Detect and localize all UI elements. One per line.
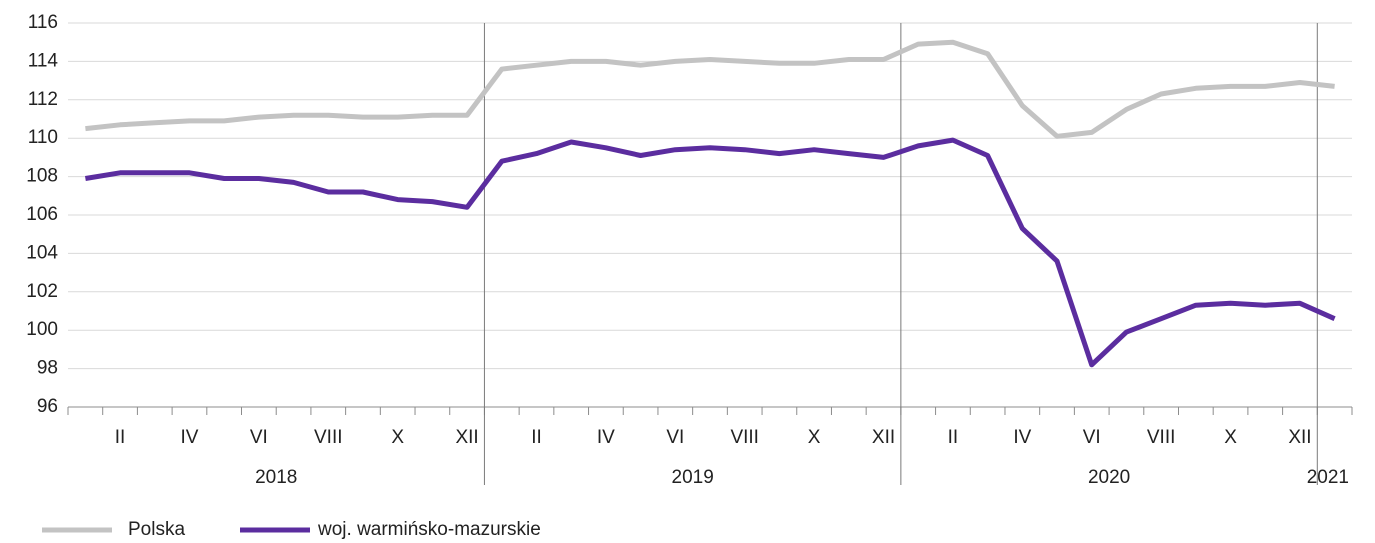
x-tick-label: VIII	[1147, 427, 1176, 448]
x-tick-label: XII	[1288, 427, 1311, 448]
year-label: 2019	[672, 467, 714, 488]
y-tick-label: 108	[26, 166, 58, 187]
x-tick-label: IV	[180, 427, 198, 448]
y-tick-label: 100	[26, 319, 58, 340]
y-tick-label: 98	[37, 358, 58, 379]
x-tick-label: II	[115, 427, 126, 448]
x-tick-label: IV	[1013, 427, 1031, 448]
legend-label: Polska	[128, 519, 185, 540]
x-tick-label: II	[531, 427, 542, 448]
x-tick-label: VI	[1083, 427, 1101, 448]
year-label: 2021	[1307, 467, 1349, 488]
x-tick-label: VI	[250, 427, 268, 448]
y-tick-label: 96	[37, 396, 58, 417]
y-tick-label: 112	[28, 89, 58, 110]
series-line	[85, 39, 1335, 139]
x-tick-label: II	[948, 427, 959, 448]
y-tick-label: 102	[26, 281, 58, 302]
year-label: 2020	[1088, 467, 1130, 488]
series-line	[84, 137, 1336, 368]
x-tick-label: VIII	[730, 427, 759, 448]
y-tick-label: 114	[28, 50, 59, 71]
y-tick-label: 110	[28, 127, 58, 148]
x-tick-label: VI	[666, 427, 684, 448]
year-label: 2018	[255, 467, 297, 488]
x-tick-label: X	[1224, 427, 1237, 448]
y-tick-label: 116	[28, 12, 58, 33]
y-tick-label: 106	[26, 204, 58, 225]
x-tick-label: VIII	[314, 427, 343, 448]
legend-label: woj. warmińsko-mazurskie	[317, 519, 541, 540]
x-tick-label: X	[391, 427, 404, 448]
x-tick-label: XII	[872, 427, 895, 448]
x-tick-label: X	[808, 427, 821, 448]
x-tick-label: XII	[455, 427, 478, 448]
y-tick-label: 104	[26, 242, 58, 263]
x-tick-label: IV	[597, 427, 615, 448]
